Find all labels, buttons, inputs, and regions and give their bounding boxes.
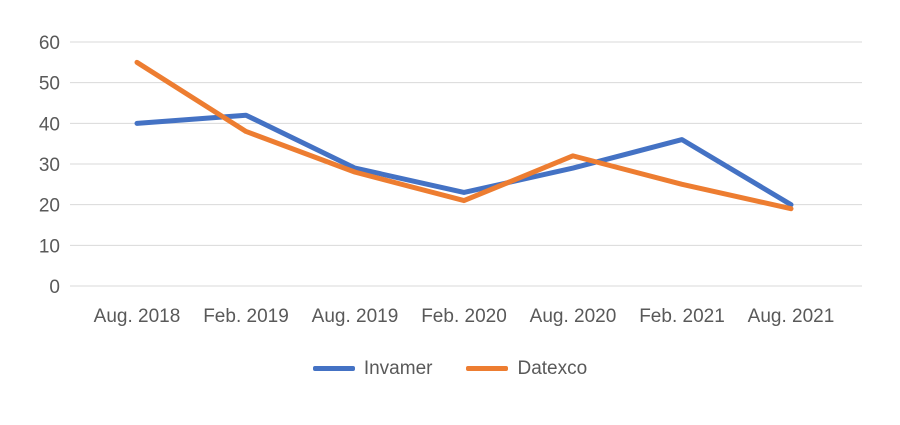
x-category-label: Feb. 2019 xyxy=(203,306,289,327)
y-tick-label: 30 xyxy=(39,155,60,176)
x-category-label: Aug. 2020 xyxy=(530,306,617,327)
y-tick-label: 0 xyxy=(49,277,60,298)
y-tick-label: 40 xyxy=(39,114,60,135)
y-tick-label: 50 xyxy=(39,74,60,95)
invamer-line-swatch xyxy=(312,366,355,371)
legend-label-invamer: Invamer xyxy=(363,358,433,379)
plot-area: 0 10 20 30 40 50 60 Aug. 2018 Feb. 2019 Aug. 2019… xyxy=(39,33,862,327)
chart-legend: Invamer Datexco xyxy=(0,359,900,378)
datexco-line-swatch xyxy=(466,366,509,371)
x-category-label: Aug. 2018 xyxy=(94,306,181,327)
legend-item-invamer: Invamer xyxy=(312,358,433,379)
series-line-datexco xyxy=(134,59,794,212)
y-tick-label: 10 xyxy=(39,236,60,257)
x-category-label: Aug. 2021 xyxy=(748,306,835,327)
x-category-label: Feb. 2021 xyxy=(639,306,725,327)
y-tick-label: 60 xyxy=(39,33,60,54)
x-category-label: Feb. 2020 xyxy=(421,306,507,327)
series-line-invamer xyxy=(134,112,794,208)
x-category-label: Aug. 2019 xyxy=(312,306,399,327)
y-tick-label: 20 xyxy=(39,196,60,217)
legend-item-datexco: Datexco xyxy=(466,359,587,378)
legend-label-datexco: Datexco xyxy=(517,358,588,379)
